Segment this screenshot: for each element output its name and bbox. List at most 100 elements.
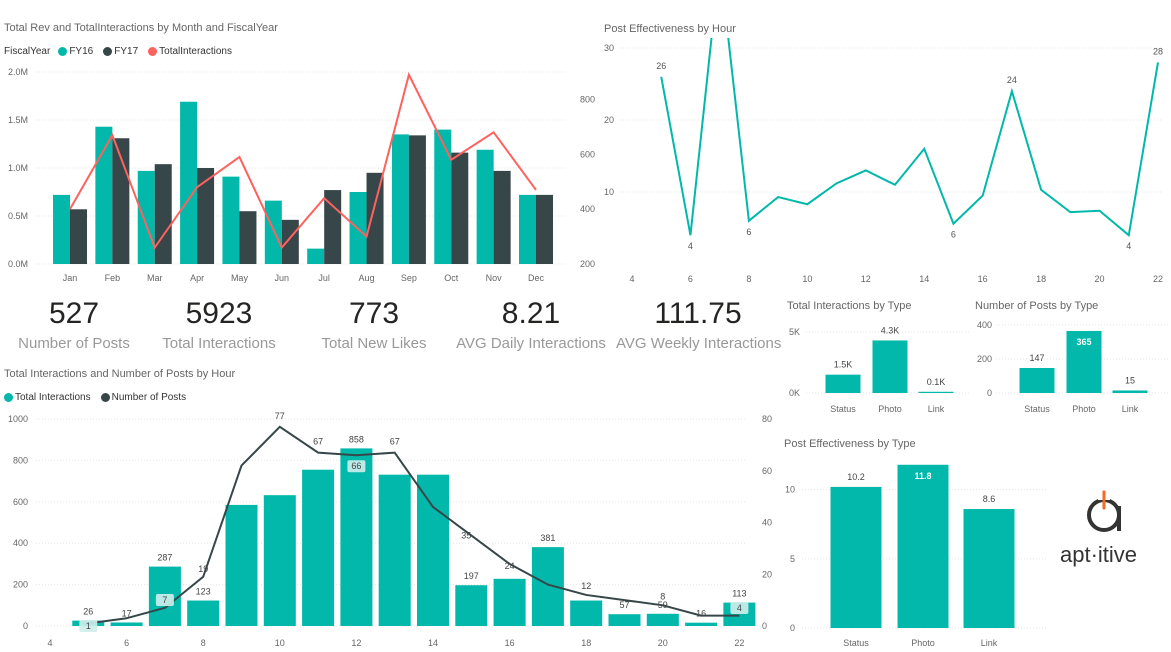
y-tick-label: 0.5M [8,211,28,221]
legend-label: TotalInteractions [159,46,232,57]
chart-eff-hour: 10 20 30 4 6 8 10 12 14 16 18 20 22 26 4 6 6 24 4 28 [604,38,1163,284]
x-tick-label: Oct [444,273,459,283]
bar-data-label: 197 [464,571,479,581]
bar-data-label: 16 [696,609,706,619]
bar-total-interactions [225,504,258,626]
y-tick-label: 10 [604,187,614,197]
bar-data-label: 123 [196,587,211,597]
bar-fy16 [95,126,113,264]
bar-total-interactions [493,578,526,626]
y2-tick-label: 400 [580,204,595,214]
data-label: 6 [951,230,956,240]
data-label: 10.2 [847,472,865,482]
kpi-label: AVG Weekly Interactions [616,335,782,352]
bar-fy17 [154,164,172,264]
bar-fy17 [451,152,469,264]
x-tick-label: 14 [919,274,929,284]
kpi-total-interactions: 5923 Total Interactions [159,297,279,353]
bar-fy17 [366,172,384,264]
legend-item-totalinteractions[interactable]: TotalInteractions [148,46,232,57]
line-data-label: 19 [198,564,208,574]
kpi-value: 8.21 [501,297,561,330]
bar-fy17 [70,209,87,264]
x-tick-label: Jun [275,273,290,283]
x-tick-label: Aug [359,273,375,283]
bar-data-label: 858 [349,434,364,444]
y-tick-label: 1.5M [8,115,28,125]
data-label: 147 [1029,353,1044,363]
y2-tick-label: 40 [762,518,772,528]
bar-fy17 [536,194,553,264]
bar-total-interactions [608,614,641,626]
legend-dot [103,47,113,56]
legend-item-total-interactions[interactable]: Total Interactions [4,392,91,403]
y-tick-label: 2.0M [8,67,28,77]
legend-title: FiscalYear [4,46,51,57]
y-tick-label: 5 [790,554,795,564]
y2-tick-label: 200 [580,259,595,269]
line-data-label: 66 [351,461,361,471]
bar [1066,330,1102,393]
line-data-label: 67 [390,437,400,447]
chart-title-eff-hour: Post Effectiveness by Hour [604,23,736,35]
data-label: 15 [1125,375,1135,385]
kpi-label: Total New Likes [321,335,427,352]
legend-item-fy17[interactable]: FY17 [103,46,138,57]
y-tick-label: 0K [789,388,800,398]
x-tick-label: Jan [63,273,78,283]
x-tick-label: 20 [1095,274,1105,284]
legend-item-number-of-posts[interactable]: Number of Posts [100,392,187,403]
bar-total-interactions [531,547,564,626]
logo: apt·itive [1058,488,1158,568]
x-tick-label: 18 [1036,274,1046,284]
bar-total-interactions [685,622,718,626]
x-tick-label: 8 [746,274,751,284]
y-tick-label: 10 [785,485,795,495]
bar-total-interactions [302,469,335,626]
x-tick-label: Photo [878,404,902,414]
legend-item-fy16[interactable]: FY16 [58,46,93,57]
line-label-box [347,460,366,473]
legend-dot [148,47,158,56]
x-tick-label: Link [928,404,945,414]
line-data-label: 24 [505,561,515,571]
line-label-box [155,594,174,606]
bar-fy16 [434,129,452,264]
line-data-label: 4 [737,603,742,613]
x-tick-label: Feb [105,273,121,283]
x-tick-label: Link [1122,404,1139,414]
y2-tick-label: 0 [762,621,767,631]
bar-total-interactions [263,495,296,626]
line-data-label: 67 [313,437,323,447]
kpi-value: 5923 [185,297,253,330]
bar-total-interactions [110,622,143,626]
legend-label: FY16 [69,46,94,57]
bar-data-label: 57 [619,600,629,610]
bar-fy17 [197,168,215,264]
chart-title-eff-type: Post Effectiveness by Type [784,438,916,450]
kpi-total-new-likes: 773 Total New Likes [314,297,434,353]
legend-label: Number of Posts [111,392,187,403]
legend-label: Total Interactions [15,392,91,403]
bar-fy17 [493,170,511,264]
y-tick-label: 800 [13,455,28,465]
bar [897,464,949,628]
data-label: 365 [1076,337,1091,347]
x-tick-label: 4 [47,638,52,648]
x-tick-label: Mar [147,273,163,283]
data-label: 4 [1126,241,1131,251]
chart-np-type: 0 200 400 Status 147 Photo 365 Link 15 [977,320,1168,414]
bar [963,509,1015,628]
bar-fy16 [476,149,494,264]
bar [872,340,908,393]
kpi-value: 773 [348,297,400,330]
line-label-box [730,602,749,614]
line-data-label: 7 [162,595,167,605]
bar-total-interactions [646,613,679,626]
x-tick-label: 10 [275,638,285,648]
x-tick-label: 22 [1153,274,1163,284]
line-data-label: 35 [461,530,471,540]
x-tick-label: 12 [861,274,871,284]
bar-data-label: 59 [658,600,668,610]
data-label: 8.6 [983,494,996,504]
